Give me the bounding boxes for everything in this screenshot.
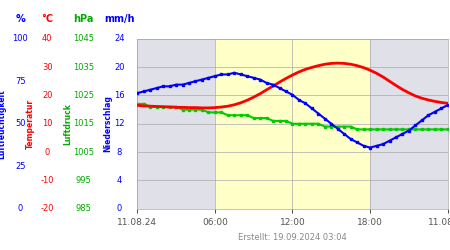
Text: 30: 30	[42, 62, 53, 72]
Text: 24: 24	[114, 34, 125, 43]
Text: Temperatur: Temperatur	[26, 99, 35, 149]
Text: Niederschlag: Niederschlag	[104, 95, 112, 152]
Text: 995: 995	[76, 176, 91, 185]
Text: Luftdruck: Luftdruck	[63, 103, 72, 145]
Text: 4: 4	[117, 176, 122, 185]
Text: 100: 100	[13, 34, 28, 43]
Text: 1005: 1005	[73, 148, 94, 156]
Text: %: %	[15, 14, 25, 24]
Text: Luftfeuchtigkeit: Luftfeuchtigkeit	[0, 89, 7, 159]
Text: 20: 20	[114, 62, 125, 72]
Text: -20: -20	[40, 204, 54, 213]
Text: -10: -10	[40, 176, 54, 185]
Text: Erstellt: 19.09.2024 03:04: Erstellt: 19.09.2024 03:04	[238, 234, 347, 242]
Text: hPa: hPa	[73, 14, 94, 24]
Text: 985: 985	[75, 204, 91, 213]
Text: °C: °C	[41, 14, 53, 24]
Text: 1015: 1015	[73, 119, 94, 128]
Text: 16: 16	[114, 91, 125, 100]
Text: 0: 0	[18, 204, 23, 213]
Bar	[215, 39, 370, 209]
Text: 1025: 1025	[73, 91, 94, 100]
Text: 1035: 1035	[73, 62, 94, 72]
Text: 8: 8	[117, 148, 122, 156]
Text: 50: 50	[15, 119, 26, 128]
Text: 25: 25	[15, 162, 26, 171]
Text: 1045: 1045	[73, 34, 94, 43]
Text: 75: 75	[15, 77, 26, 86]
Text: 20: 20	[42, 91, 53, 100]
Text: mm/h: mm/h	[104, 14, 135, 24]
Text: 40: 40	[42, 34, 53, 43]
Text: 0: 0	[117, 204, 122, 213]
Text: 12: 12	[114, 119, 125, 128]
Text: 10: 10	[42, 119, 53, 128]
Text: 0: 0	[45, 148, 50, 156]
